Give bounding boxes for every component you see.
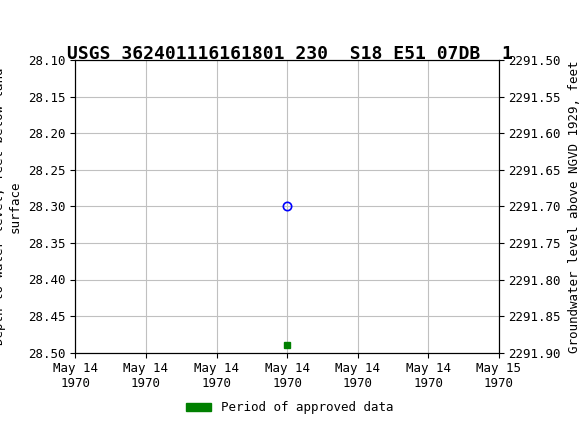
Y-axis label: Groundwater level above NGVD 1929, feet: Groundwater level above NGVD 1929, feet xyxy=(568,60,580,353)
Text: USGS 362401116161801 230  S18 E51 07DB  1: USGS 362401116161801 230 S18 E51 07DB 1 xyxy=(67,45,513,63)
Y-axis label: Depth to water level, feet below land
surface: Depth to water level, feet below land su… xyxy=(0,68,21,345)
Text: ≡USGS: ≡USGS xyxy=(12,12,78,33)
Legend: Period of approved data: Period of approved data xyxy=(181,396,399,419)
